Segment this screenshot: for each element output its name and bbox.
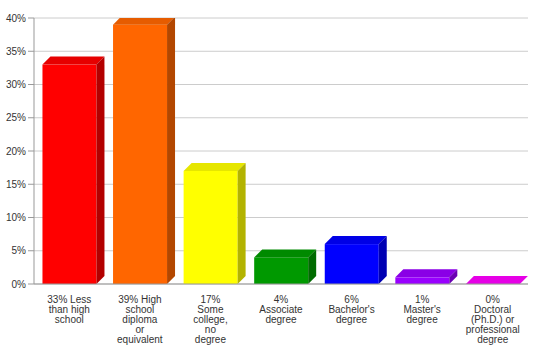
- svg-text:17%Somecollege,nodegree: 17%Somecollege,nodegree: [193, 294, 227, 345]
- svg-text:4%Associatedegree: 4%Associatedegree: [259, 294, 303, 325]
- svg-text:0%Doctoral(Ph.D.) orprofession: 0%Doctoral(Ph.D.) orprofessionaldegree: [466, 294, 520, 345]
- svg-text:35%: 35%: [8, 46, 26, 57]
- svg-text:33% Lessthan highschool: 33% Lessthan highschool: [47, 294, 91, 325]
- svg-text:10%: 10%: [8, 212, 26, 223]
- svg-text:40%: 40%: [8, 13, 26, 24]
- svg-text:20%: 20%: [8, 146, 26, 157]
- svg-text:25%: 25%: [8, 112, 26, 123]
- svg-text:6%Bachelor'sdegree: 6%Bachelor'sdegree: [328, 294, 374, 325]
- svg-text:5%: 5%: [12, 245, 27, 256]
- svg-text:30%: 30%: [8, 79, 26, 90]
- svg-text:0%: 0%: [12, 279, 27, 290]
- svg-text:39% Highschooldiplomaorequival: 39% Highschooldiplomaorequivalent: [117, 294, 163, 345]
- svg-text:15%: 15%: [8, 179, 26, 190]
- svg-text:1%Master'sdegree: 1%Master'sdegree: [403, 294, 440, 325]
